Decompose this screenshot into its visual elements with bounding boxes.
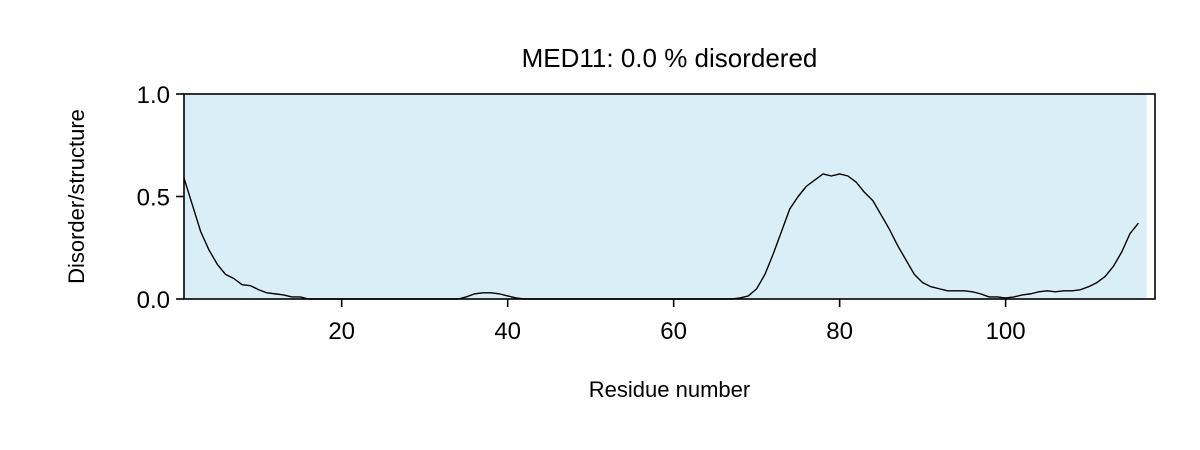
- y-tick-label: 0.5: [137, 185, 170, 212]
- x-axis-label: Residue number: [589, 377, 750, 402]
- y-tick-label: 1.0: [137, 82, 170, 109]
- x-tick-label: 80: [826, 318, 853, 345]
- x-tick-label: 40: [494, 318, 521, 345]
- x-tick-label: 100: [986, 318, 1026, 345]
- chart-title: MED11: 0.0 % disordered: [522, 43, 818, 73]
- x-tick-label: 20: [328, 318, 355, 345]
- y-axis-label: Disorder/structure: [64, 109, 89, 284]
- x-tick-label: 60: [660, 318, 687, 345]
- axis-ticks: 20 40 60 80 100 0.0 0.5 1.0: [137, 82, 1026, 345]
- plot-frame: [183, 93, 1156, 300]
- y-tick-label: 0.0: [137, 287, 170, 314]
- structured-region-background: [184, 94, 1147, 299]
